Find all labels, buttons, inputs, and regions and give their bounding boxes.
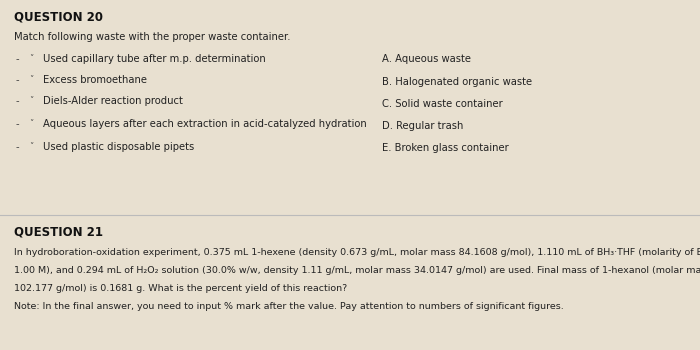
Text: Used capillary tube after m.p. determination: Used capillary tube after m.p. determina… [43, 54, 266, 64]
Text: -: - [15, 142, 19, 152]
Text: 1.00 M), and 0.294 mL of H₂O₂ solution (30.0% w/w, density 1.11 g/mL, molar mass: 1.00 M), and 0.294 mL of H₂O₂ solution (… [14, 266, 700, 275]
Text: Excess bromoethane: Excess bromoethane [43, 75, 148, 85]
Text: QUESTION 21: QUESTION 21 [14, 226, 103, 239]
Text: C. Solid waste container: C. Solid waste container [382, 99, 503, 109]
Text: ˅: ˅ [29, 54, 34, 63]
Text: -: - [15, 54, 19, 64]
Text: ˅: ˅ [29, 96, 34, 105]
Text: Aqueous layers after each extraction in acid-catalyzed hydration: Aqueous layers after each extraction in … [43, 119, 367, 129]
Text: -: - [15, 75, 19, 85]
Text: ˅: ˅ [29, 75, 34, 84]
Text: 102.177 g/mol) is 0.1681 g. What is the percent yield of this reaction?: 102.177 g/mol) is 0.1681 g. What is the … [14, 284, 347, 293]
Text: ˅: ˅ [29, 119, 34, 128]
Text: Used plastic disposable pipets: Used plastic disposable pipets [43, 142, 195, 152]
Text: -: - [15, 96, 19, 106]
Text: B. Halogenated organic waste: B. Halogenated organic waste [382, 77, 531, 87]
Text: Note: In the final answer, you need to input % mark after the value. Pay attenti: Note: In the final answer, you need to i… [14, 302, 564, 312]
Text: Match following waste with the proper waste container.: Match following waste with the proper wa… [14, 32, 290, 42]
Text: E. Broken glass container: E. Broken glass container [382, 143, 508, 153]
Text: D. Regular trash: D. Regular trash [382, 121, 463, 131]
Text: A. Aqueous waste: A. Aqueous waste [382, 54, 470, 64]
Text: QUESTION 20: QUESTION 20 [14, 10, 103, 23]
Text: ˅: ˅ [29, 142, 34, 151]
Text: -: - [15, 119, 19, 129]
Text: In hydroboration-oxidation experiment, 0.375 mL 1-hexene (density 0.673 g/mL, mo: In hydroboration-oxidation experiment, 0… [14, 248, 700, 257]
Text: Diels-Alder reaction product: Diels-Alder reaction product [43, 96, 183, 106]
